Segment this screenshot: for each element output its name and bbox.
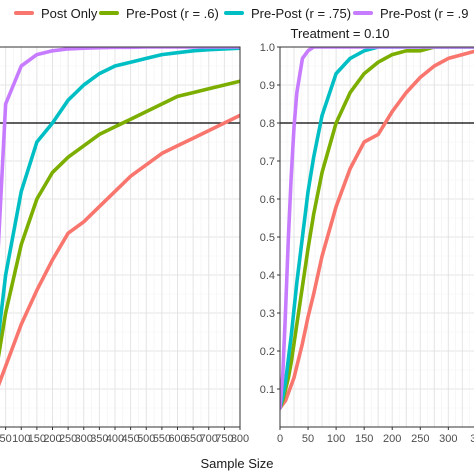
x-tick-label: 250: [59, 433, 77, 445]
series-line-3: [280, 47, 474, 410]
grid: [0, 47, 240, 427]
x-tick-label: 100: [327, 433, 345, 445]
legend-item-r90: Pre-Post (r = .9: [353, 3, 469, 23]
series-lines: [280, 47, 474, 410]
y-tick-label: 0.3: [260, 308, 275, 320]
x-tick-label: 250: [411, 433, 429, 445]
y-tick-label: 0.2: [260, 346, 275, 358]
x-tick-label: 700: [200, 433, 218, 445]
x-tick-label: 50: [302, 433, 314, 445]
chart-panel-2: 0 50 100 150 200 250 300 35 0.1 0.2 0.3 0.4 0.5 0.6 0.…: [260, 26, 474, 445]
y-tick-label: 0.6: [260, 194, 275, 206]
x-axis-title: Sample Size: [200, 456, 274, 471]
y-tick-label: 0.9: [260, 80, 275, 92]
y-tick-label: 0.4: [260, 270, 275, 282]
series-line-3: [0, 47, 240, 339]
x-tick-label: 150: [355, 433, 373, 445]
series-line-2: [0, 79, 240, 359]
y-tick-label: 0.1: [260, 384, 275, 396]
y-tick-label: 0.7: [260, 156, 275, 168]
x-tick-label: 450: [121, 433, 139, 445]
x-tick-label: 400: [106, 433, 124, 445]
x-tick-label: 100: [12, 433, 30, 445]
x-tick-label: 300: [75, 433, 93, 445]
x-tick-label: 800: [231, 433, 249, 445]
series-line-1: [280, 49, 474, 410]
x-tick-label: 300: [439, 433, 457, 445]
x-tick-label: 200: [43, 433, 61, 445]
legend-item-r60: Pre-Post (r = .6): [99, 3, 219, 23]
x-tick-label: 750: [215, 433, 233, 445]
x-tick-label: 50: [0, 433, 12, 445]
x-tick-label: 350: [90, 433, 108, 445]
legend-label-r75: Pre-Post (r = .75): [251, 5, 352, 21]
x-tick-label: 200: [383, 433, 401, 445]
series-line-1: [0, 113, 240, 387]
panel-title: Treatment = 0.10: [291, 26, 390, 41]
legend-label-r90: Pre-Post (r = .9: [380, 5, 469, 21]
x-tick-label: 650: [184, 433, 202, 445]
x-tick-label: 0: [277, 433, 283, 445]
legend: Post Only Pre-Post (r = .6) Pre-Post (r …: [0, 0, 474, 26]
x-tick-label: 600: [168, 433, 186, 445]
y-tick-label: 1.0: [260, 42, 275, 54]
legend-key-post-only: [14, 11, 34, 15]
chart-panel-1: 50 10015020025030035040045050055060065070…: [0, 46, 249, 445]
x-tick-label: 35: [470, 433, 474, 445]
x-tick-label: 550: [153, 433, 171, 445]
x-tick-label: 500: [137, 433, 155, 445]
legend-key-r75: [224, 11, 244, 15]
y-tick-label: 0.5: [260, 232, 275, 244]
series-line-2: [280, 47, 474, 410]
legend-key-r90: [353, 11, 373, 15]
legend-key-r60: [99, 11, 119, 15]
legend-label-post-only: Post Only: [41, 5, 98, 21]
legend-item-r75: Pre-Post (r = .75): [224, 3, 351, 23]
y-tick-label: 0.8: [260, 118, 275, 130]
series-line-4: [280, 47, 474, 410]
legend-label-r60: Pre-Post (r = .6): [126, 5, 219, 21]
legend-item-post-only: Post Only: [14, 3, 97, 23]
x-tick-label: 150: [28, 433, 46, 445]
